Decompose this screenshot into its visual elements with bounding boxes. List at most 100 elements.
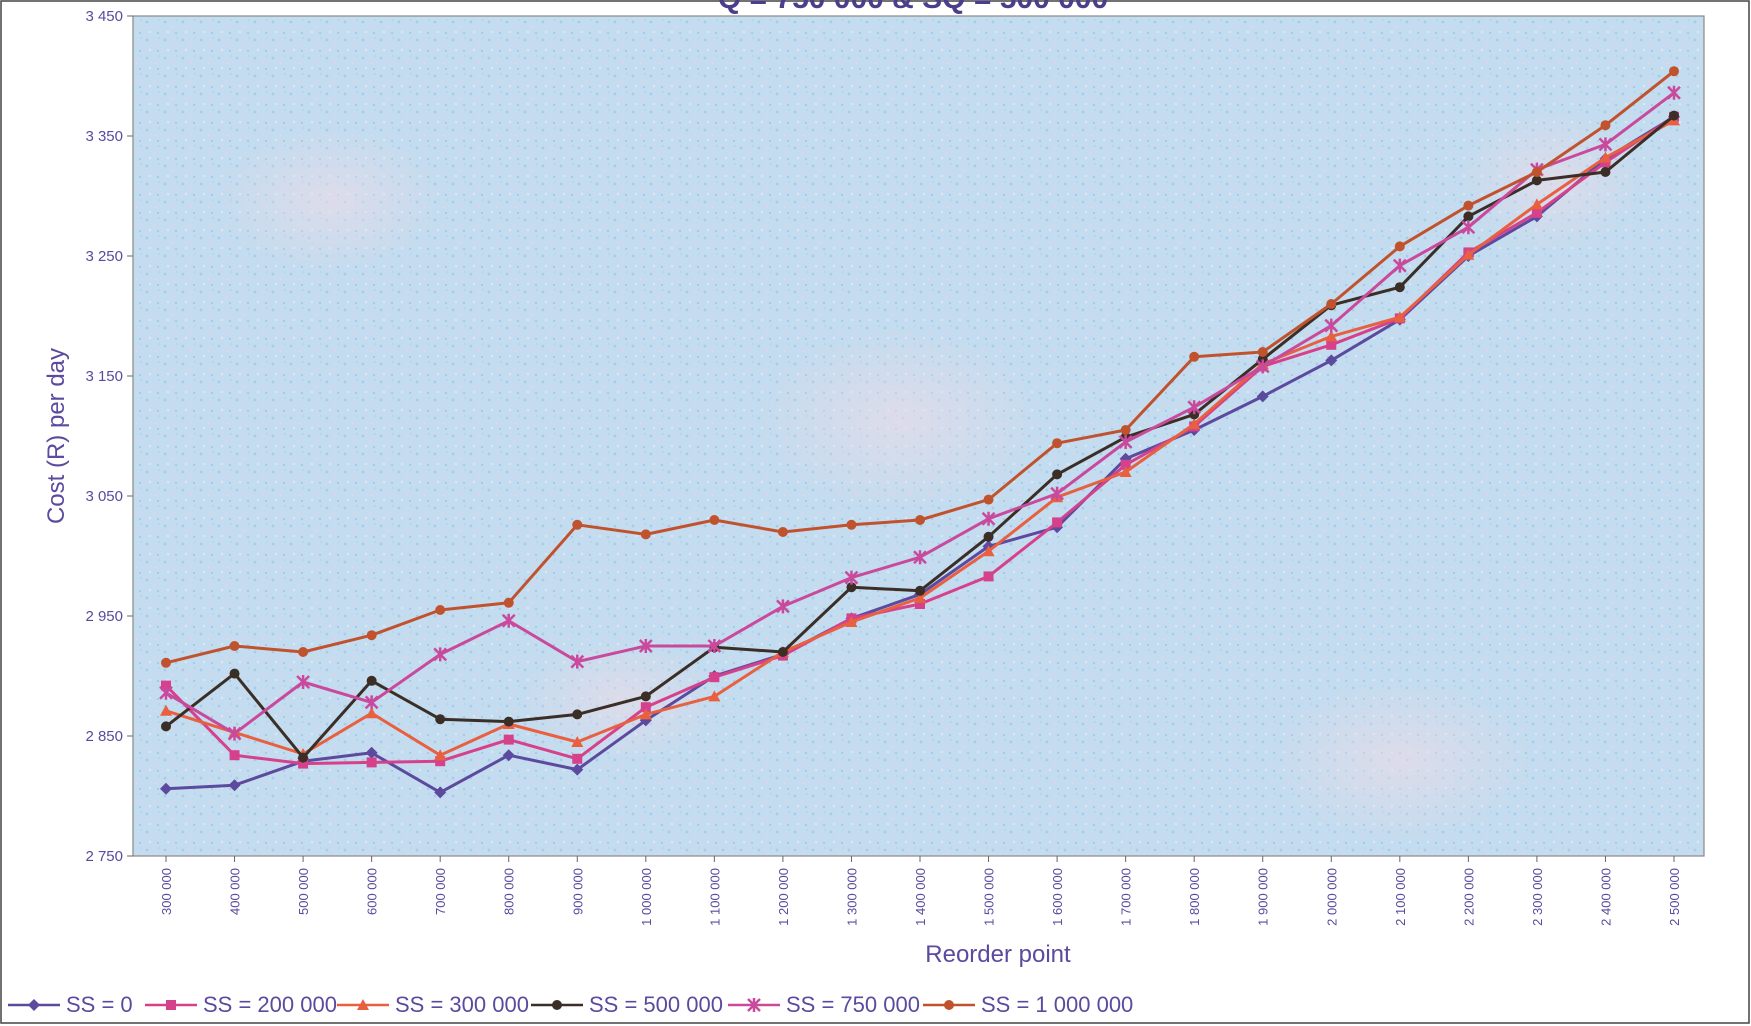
data-point xyxy=(915,515,925,525)
data-point xyxy=(846,519,857,530)
legend-marker xyxy=(357,999,369,1010)
legend-item: SS = 750 000 xyxy=(728,992,920,1017)
data-point xyxy=(503,597,514,608)
data-point xyxy=(1325,354,1338,367)
data-point xyxy=(1257,347,1268,357)
data-point xyxy=(227,726,242,741)
data-point xyxy=(1050,486,1064,501)
legend-label: SS = 0 xyxy=(66,992,133,1017)
y-tick-label: 2 950 xyxy=(85,608,123,625)
data-point xyxy=(435,714,446,725)
data-point xyxy=(707,639,722,653)
x-tick-label: 800 000 xyxy=(502,868,517,915)
data-point xyxy=(640,702,651,713)
data-point xyxy=(1600,120,1611,131)
x-tick-label: 2 400 000 xyxy=(1598,868,1613,926)
data-point xyxy=(1187,400,1202,415)
data-point xyxy=(1189,409,1200,420)
data-point xyxy=(1120,425,1131,435)
data-point xyxy=(776,599,790,614)
data-point xyxy=(298,647,309,657)
data-point xyxy=(1326,339,1337,350)
data-point xyxy=(572,709,583,720)
legend-item: SS = 300 000 xyxy=(337,992,529,1017)
data-point xyxy=(572,753,583,764)
x-tick-label: 1 700 000 xyxy=(1119,868,1134,926)
data-point xyxy=(639,708,652,720)
data-point xyxy=(1189,351,1200,362)
data-point xyxy=(1598,137,1613,152)
legend-label: SS = 200 000 xyxy=(203,992,337,1017)
x-tick-label: 900 000 xyxy=(570,868,585,915)
legend-marker xyxy=(166,1000,176,1010)
x-tick-label: 2 500 000 xyxy=(1667,868,1682,926)
series-4 xyxy=(161,110,1679,763)
legend-item: SS = 1 000 000 xyxy=(923,992,1133,1017)
x-tick-label: 1 500 000 xyxy=(982,868,997,926)
data-point xyxy=(845,616,858,627)
y-tick-label: 3 450 xyxy=(85,8,123,25)
data-point xyxy=(366,675,377,686)
y-tick-label: 3 350 xyxy=(85,128,123,145)
x-tick-label: 2 000 000 xyxy=(1324,868,1339,926)
data-point xyxy=(982,545,995,557)
legend-marker xyxy=(552,1000,562,1010)
x-tick-label: 1 900 000 xyxy=(1256,868,1271,926)
data-point xyxy=(365,707,378,719)
data-point xyxy=(1599,151,1612,163)
data-point xyxy=(1462,248,1475,260)
data-point xyxy=(844,570,859,585)
data-point xyxy=(502,749,515,762)
data-point xyxy=(1531,175,1542,186)
series-layer xyxy=(159,66,1681,799)
x-tick-label: 600 000 xyxy=(365,868,380,915)
data-point xyxy=(915,599,925,609)
data-point xyxy=(1257,354,1268,365)
x-tick-label: 1 800 000 xyxy=(1187,868,1202,926)
y-tick-label: 3 050 xyxy=(85,488,123,505)
data-point xyxy=(1393,311,1406,323)
data-point xyxy=(1052,469,1063,480)
data-point xyxy=(159,685,173,700)
data-point xyxy=(433,647,448,662)
data-point xyxy=(709,672,720,683)
x-tick-label: 2 100 000 xyxy=(1393,868,1408,926)
x-tick-label: 1 600 000 xyxy=(1050,868,1065,926)
data-point xyxy=(1052,438,1063,449)
legend-item: SS = 0 xyxy=(8,992,133,1017)
data-point xyxy=(915,585,925,596)
data-point xyxy=(1119,466,1132,477)
data-point xyxy=(1118,435,1133,449)
data-point xyxy=(1463,211,1474,222)
data-point xyxy=(1052,517,1063,528)
data-point xyxy=(1394,241,1405,252)
data-point xyxy=(229,750,240,761)
legend-item: SS = 500 000 xyxy=(531,992,723,1017)
data-point xyxy=(1600,167,1611,177)
data-point xyxy=(1530,198,1543,210)
data-point xyxy=(229,668,240,679)
data-point xyxy=(160,704,172,716)
y-axis: 2 750 2 850 2 950 3 050 3 150 3 250 3 350 3 450 xyxy=(85,8,133,865)
data-point xyxy=(1531,167,1542,177)
data-point xyxy=(434,786,447,799)
data-point xyxy=(365,746,378,759)
data-point xyxy=(981,511,996,526)
data-point xyxy=(983,571,994,582)
y-axis-label: Cost (R) per day xyxy=(43,348,70,524)
data-point xyxy=(1461,220,1476,235)
data-point xyxy=(298,752,309,763)
data-point xyxy=(913,550,927,565)
x-tick-label: 1 000 000 xyxy=(639,868,654,926)
data-point xyxy=(229,641,240,651)
data-point xyxy=(777,647,788,657)
data-point xyxy=(1667,85,1681,100)
data-point xyxy=(161,721,171,732)
data-point xyxy=(501,613,516,628)
y-tick-label: 3 250 xyxy=(85,248,123,265)
y-tick-label: 2 850 xyxy=(85,728,123,745)
legend-marker xyxy=(28,999,40,1011)
data-point xyxy=(160,782,172,795)
y-tick-label: 3 150 xyxy=(85,368,123,385)
x-tick-label: 1 300 000 xyxy=(844,868,859,926)
